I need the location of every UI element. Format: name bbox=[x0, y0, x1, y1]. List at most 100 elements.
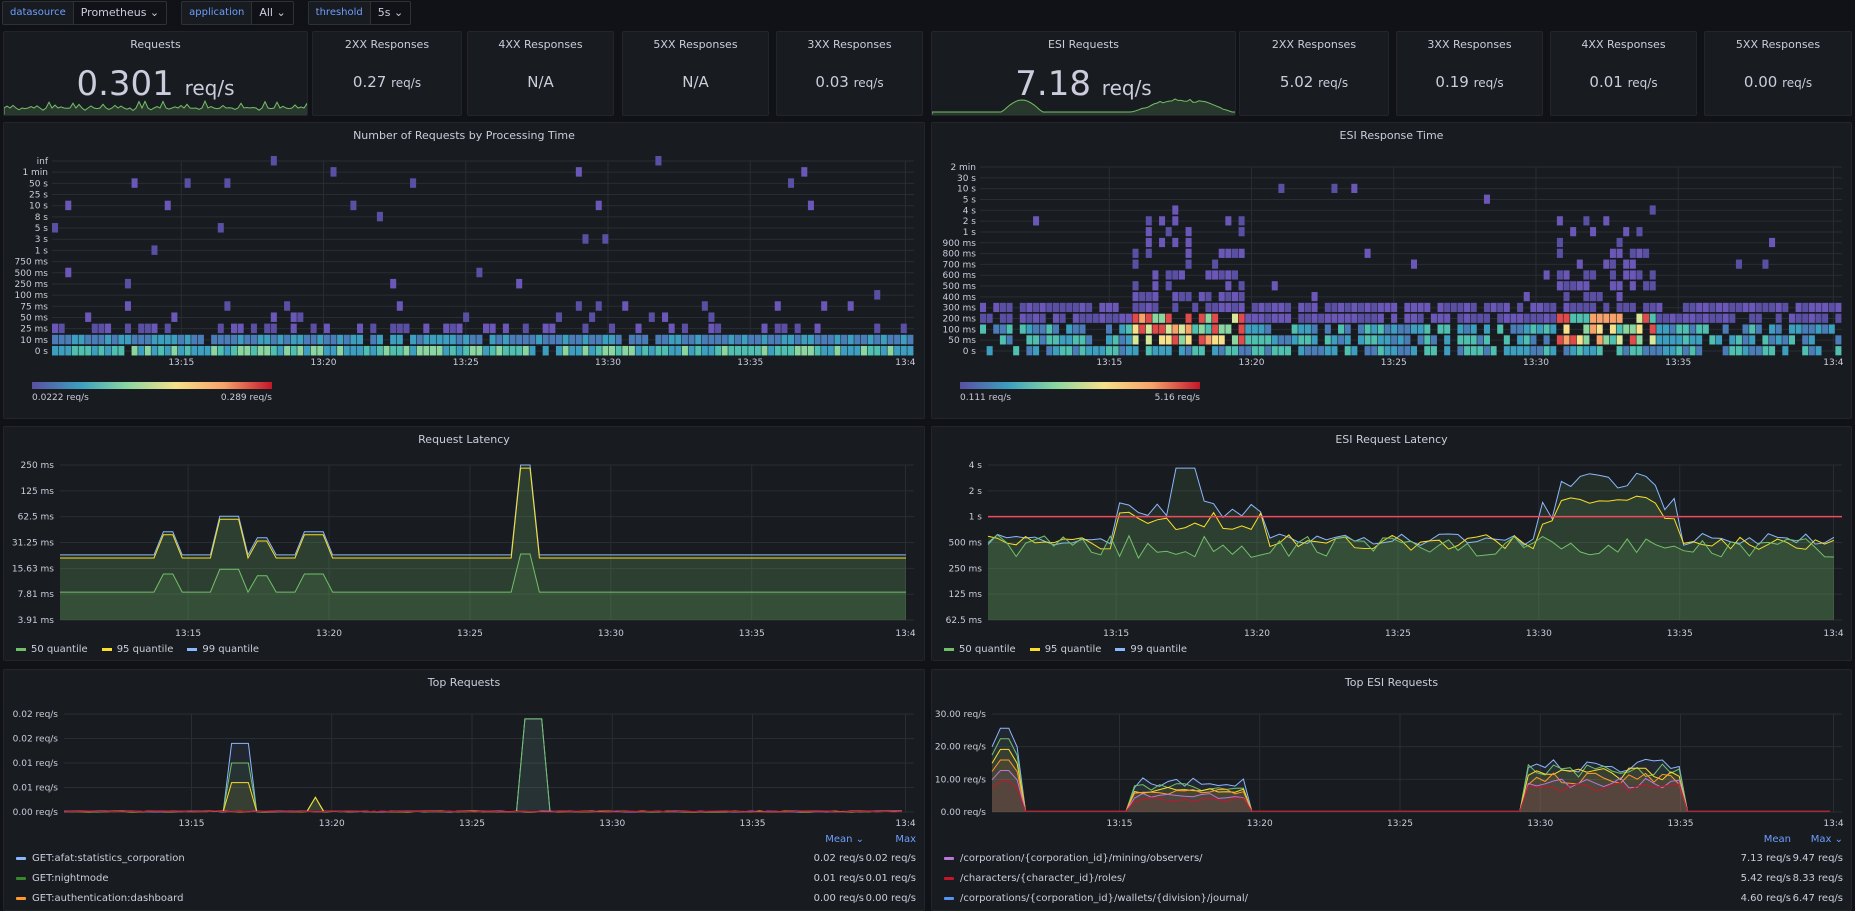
heatmap-cell bbox=[1079, 302, 1086, 313]
stat-requests[interactable]: Requests 0.301 req/s bbox=[3, 31, 308, 116]
heatmap-cell bbox=[177, 345, 185, 356]
stat-esi-5xx[interactable]: 5XX Responses 0.00 req/s bbox=[1704, 31, 1852, 116]
legend-row[interactable]: /corporation/{corporation_id}/mining/obs… bbox=[944, 850, 1843, 866]
heatmap-cell bbox=[1762, 259, 1769, 269]
legend-max: 9.47 req/s bbox=[1792, 852, 1843, 864]
legend-item[interactable]: 95 quantile bbox=[101, 644, 173, 655]
heatmap-cell bbox=[1377, 302, 1384, 313]
axis-tick-label: 13:15 bbox=[1107, 819, 1133, 829]
heatmap-cell bbox=[350, 334, 357, 345]
heatmap-cell bbox=[85, 345, 92, 356]
heatmap-cell bbox=[1245, 335, 1252, 345]
heatmap-cell bbox=[1590, 324, 1597, 334]
stat-2xx[interactable]: 2XX Responses 0.27 req/s bbox=[312, 31, 462, 116]
heatmap-cell bbox=[529, 345, 536, 356]
sort-max-header[interactable]: Max bbox=[895, 834, 916, 845]
top-requests-panel[interactable]: Top Requests 0.02 req/s 0.02 req/s 0.01 re… bbox=[3, 669, 925, 911]
heatmap-cell bbox=[874, 334, 881, 345]
stat-3xx[interactable]: 3XX Responses 0.03 req/s bbox=[776, 31, 923, 116]
panel-title: 5XX Responses bbox=[653, 38, 738, 51]
heatmap-cell bbox=[1623, 324, 1630, 334]
axis-tick-label: 500 ms bbox=[949, 539, 983, 549]
heatmap-cell bbox=[1258, 302, 1265, 313]
heatmap-cell bbox=[250, 323, 257, 334]
heatmap-cell bbox=[257, 345, 264, 356]
stat-number: 0.19 bbox=[1435, 73, 1469, 91]
legend-row[interactable]: /characters/{character_id}/roles/5.42 re… bbox=[944, 870, 1843, 886]
heatmap-cell bbox=[224, 178, 231, 188]
heatmap-cell bbox=[1178, 335, 1185, 345]
esi-request-latency-panel[interactable]: ESI Request Latency 4 s 2 s 1 s 500 ms 250 m… bbox=[931, 426, 1852, 661]
variable-datasource[interactable]: datasource Prometheus ⌄ bbox=[2, 1, 168, 25]
heatmap-cell bbox=[1649, 324, 1656, 334]
series-area bbox=[992, 760, 1830, 812]
legend-item[interactable]: 50 quantile bbox=[16, 644, 88, 655]
legend-row[interactable]: GET:authentication:dashboard 0.00 req/s 0.… bbox=[16, 890, 916, 906]
legend-item[interactable]: 50 quantile bbox=[944, 644, 1016, 655]
heatmap-cell bbox=[350, 200, 357, 211]
axis-tick-label: 10.00 req/s bbox=[935, 775, 986, 785]
heatmap-cell bbox=[1271, 335, 1278, 345]
legend-item[interactable]: 95 quantile bbox=[1029, 644, 1101, 655]
axis-tick-label: 25 ms bbox=[20, 325, 48, 335]
chart-legend: 50 quantile 95 quantile 99 quantile bbox=[16, 644, 259, 655]
heatmap-cell bbox=[1570, 346, 1577, 356]
series-area bbox=[988, 534, 1834, 620]
legend-item[interactable]: 99 quantile bbox=[1115, 644, 1187, 655]
heatmap-cell bbox=[1351, 346, 1358, 356]
heatmap-cell bbox=[1490, 302, 1497, 313]
application-select[interactable]: All ⌄ bbox=[252, 1, 294, 25]
legend-row[interactable]: GET:afat:statistics_corporation 0.02 req/… bbox=[16, 850, 916, 866]
heatmap-cell bbox=[1132, 302, 1139, 313]
heatmap-cell bbox=[1298, 335, 1305, 345]
heatmap-cell bbox=[58, 334, 65, 345]
axis-tick-label: 13:20 bbox=[1244, 629, 1270, 639]
heatmap-cell bbox=[111, 334, 118, 345]
stat-esi-4xx[interactable]: 4XX Responses 0.01 req/s bbox=[1550, 31, 1697, 116]
legend-item[interactable]: 99 quantile bbox=[187, 644, 259, 655]
variable-application[interactable]: application All ⌄ bbox=[181, 1, 294, 25]
heatmap-cell bbox=[1278, 335, 1285, 345]
legend-row[interactable]: GET:nightmode 0.01 req/s 0.01 req/s bbox=[16, 870, 916, 886]
stat-5xx[interactable]: 5XX Responses N/A bbox=[622, 31, 769, 116]
heatmap-cell bbox=[502, 345, 509, 356]
stat-number: N/A bbox=[682, 73, 709, 91]
heatmap-cell bbox=[1464, 335, 1471, 345]
legend-label: 99 quantile bbox=[202, 644, 260, 655]
heatmap-cell bbox=[370, 323, 377, 334]
heatmap-cell bbox=[529, 334, 536, 345]
heatmap-cell bbox=[986, 313, 993, 323]
datasource-select[interactable]: Prometheus ⌄ bbox=[73, 1, 168, 25]
heatmap-cell bbox=[662, 345, 669, 356]
heatmap-cell bbox=[1298, 324, 1305, 334]
heatmap-cell bbox=[1828, 302, 1835, 313]
request-latency-panel[interactable]: Request Latency 250 ms 125 ms 62.5 ms 31.25… bbox=[3, 426, 925, 661]
heatmap-cell bbox=[1775, 313, 1782, 323]
heatmap-cell bbox=[1623, 227, 1630, 237]
heatmap-cell bbox=[1629, 281, 1636, 291]
heatmap-cell bbox=[1609, 324, 1616, 334]
stat-esi-requests[interactable]: ESI Requests 7.18 req/s bbox=[931, 31, 1236, 116]
heatmap-cell bbox=[1159, 313, 1166, 323]
heatmap-cell bbox=[781, 323, 788, 334]
heatmap-cell bbox=[171, 345, 178, 356]
sort-mean-header[interactable]: Mean ⌄ bbox=[825, 834, 864, 845]
stat-esi-3xx[interactable]: 3XX Responses 0.19 req/s bbox=[1396, 31, 1543, 116]
heatmap-cell bbox=[1616, 237, 1623, 248]
heatmap-processing-time[interactable]: Number of Requests by Processing Time in… bbox=[3, 122, 925, 419]
sort-max-header[interactable]: Max ⌄ bbox=[1810, 834, 1843, 845]
variable-threshold[interactable]: threshold 5s ⌄ bbox=[307, 1, 412, 25]
axis-tick-label: 8 s bbox=[35, 213, 49, 223]
heatmap-cell bbox=[741, 334, 748, 345]
stat-4xx[interactable]: 4XX Responses N/A bbox=[467, 31, 614, 116]
legend-row[interactable]: /corporations/{corporation_id}/wallets/{… bbox=[944, 890, 1843, 906]
heatmap-cell bbox=[1059, 302, 1066, 313]
heatmap-cell bbox=[337, 334, 344, 345]
threshold-select[interactable]: 5s ⌄ bbox=[370, 1, 412, 25]
sort-mean-header[interactable]: Mean bbox=[1763, 834, 1791, 845]
stat-esi-2xx[interactable]: 2XX Responses 5.02 req/s bbox=[1239, 31, 1389, 116]
top-esi-requests-panel[interactable]: Top ESI Requests 30.00 req/s 20.00 req/s 1… bbox=[931, 669, 1852, 911]
heatmap-cell bbox=[244, 334, 251, 345]
heatmap-cell bbox=[1404, 324, 1411, 334]
